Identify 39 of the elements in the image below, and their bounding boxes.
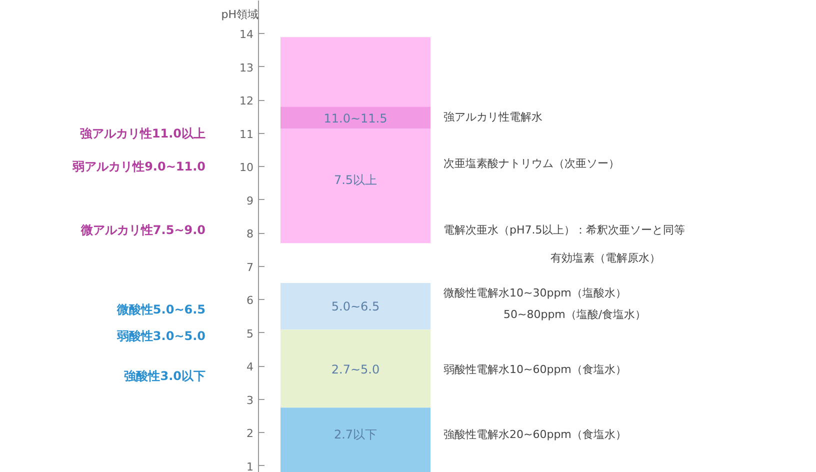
y-tick-label: 4 (246, 360, 254, 374)
annotation: 50~80ppm（塩酸/食塩水） (504, 308, 646, 322)
annotation: 5.0~6.5 (331, 299, 380, 314)
annotation: 電解次亜水（pH7.5以上）：希釈次亜ソーと同等 (444, 223, 686, 236)
annotation: 11.0~11.5 (324, 112, 388, 126)
bar (280, 408, 430, 472)
annotation: 弱アルカリ性9.0~11.0 (72, 160, 206, 174)
annotation: 微酸性電解水10~30ppm（塩酸水） (444, 286, 626, 300)
annotation: 弱酸性3.0~5.0 (116, 329, 206, 344)
y-tick-label: 10 (240, 161, 254, 174)
bar (280, 37, 430, 244)
bar (280, 106, 430, 128)
y-axis-title: pH領域 (221, 8, 259, 21)
annotation: 強酸性電解水20~60ppm（食塩水） (444, 428, 626, 441)
y-tick-label: 11 (240, 128, 254, 141)
y-tick-label: 6 (246, 294, 254, 308)
y-tick-label: 14 (240, 28, 254, 42)
annotation: 強酸性3.0以下 (124, 369, 206, 384)
annotation: 微アルカリ性7.5~9.0 (80, 222, 206, 237)
annotation: 7.5以上 (334, 172, 378, 187)
y-tick-label: 8 (246, 228, 254, 241)
annotation: 次亜塩素酸ナトリウム（次亜ソー） (444, 156, 620, 170)
y-tick-label: 9 (246, 194, 254, 208)
annotation: 弱酸性電解水10~60ppm（食塩水） (444, 362, 626, 376)
annotation: 微酸性5.0~6.5 (116, 302, 206, 317)
annotation: 有効塩素（電解原水） (550, 252, 660, 265)
annotation: 強アルカリ性電解水 (444, 110, 542, 124)
annotation: 2.7~5.0 (331, 362, 380, 376)
y-tick-label: 12 (240, 94, 254, 108)
bar (280, 283, 430, 330)
y-tick-label: 5 (246, 327, 254, 340)
annotation: 2.7以下 (334, 427, 378, 442)
y-tick-label: 13 (240, 61, 254, 74)
bar (280, 330, 430, 408)
y-tick-label: 1 (246, 460, 254, 472)
annotation: 強アルカリ性11.0以上 (80, 126, 206, 140)
y-tick-label: 3 (246, 394, 254, 407)
y-tick-label: 7 (246, 260, 254, 274)
y-tick-label: 2 (246, 427, 254, 440)
